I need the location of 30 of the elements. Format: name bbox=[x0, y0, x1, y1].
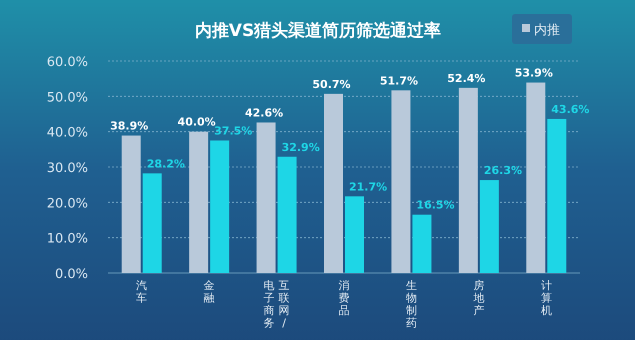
y-tick-label: 0.0% bbox=[54, 267, 88, 282]
x-tick-label: 金融 bbox=[204, 279, 215, 304]
y-tick-label: 30.0% bbox=[46, 161, 88, 176]
data-label: 43.6% bbox=[551, 102, 590, 116]
y-tick-label: 60.0% bbox=[46, 55, 88, 70]
data-label: 21.7% bbox=[349, 180, 388, 194]
y-tick-label: 50.0% bbox=[46, 90, 88, 106]
chart-title: 内推VS猎头渠道简历筛选通过率 bbox=[194, 21, 442, 41]
y-tick-label: 10.0% bbox=[46, 232, 88, 247]
x-tick-label: 房地产 bbox=[472, 279, 484, 317]
x-tick-label: 生物制药 bbox=[406, 279, 417, 330]
data-label: 42.6% bbox=[244, 106, 284, 120]
y-tick-label: 40.0% bbox=[46, 126, 88, 141]
data-label: 51.7% bbox=[380, 74, 418, 88]
data-label: 50.7% bbox=[312, 78, 351, 91]
data-label: 38.9% bbox=[110, 120, 148, 133]
x-tick-label: 计算机 bbox=[540, 279, 552, 317]
legend-label: 内推 bbox=[534, 23, 560, 38]
data-label: 37.5% bbox=[214, 124, 252, 138]
data-label: 32.9% bbox=[282, 140, 320, 154]
x-tick-label: 消费品 bbox=[338, 279, 350, 317]
data-label: 26.3% bbox=[484, 164, 522, 178]
data-label: 40.0% bbox=[178, 116, 216, 129]
data-label: 52.4% bbox=[447, 72, 486, 85]
data-label: 28.2% bbox=[146, 157, 185, 170]
data-label: 16.5% bbox=[416, 198, 455, 212]
data-label: 53.9% bbox=[514, 66, 553, 80]
category-label: 互联网/电子商务 bbox=[264, 279, 290, 330]
y-tick-label: 20.0% bbox=[46, 196, 88, 212]
x-tick-label: 汽车 bbox=[136, 279, 148, 304]
